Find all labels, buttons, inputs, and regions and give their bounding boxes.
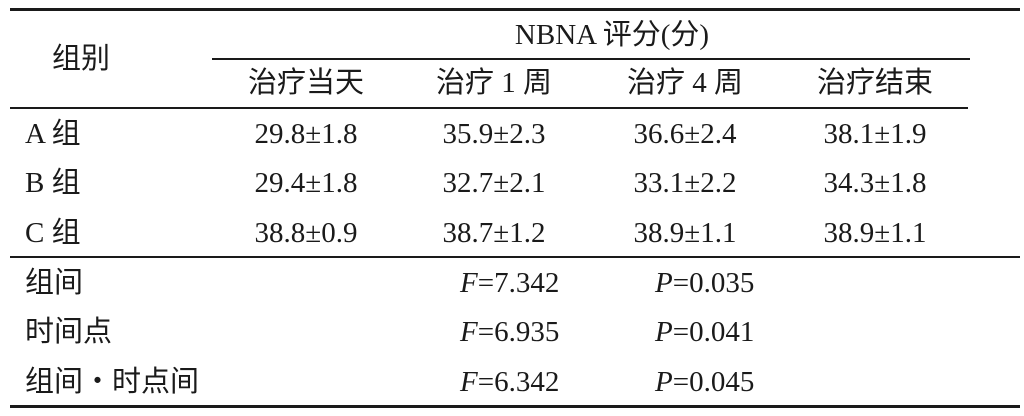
time-header-week1: 治疗 1 周	[435, 67, 553, 99]
cell-b-day0: 29.4±1.8	[254, 167, 358, 199]
cell-c-end: 38.9±1.1	[823, 217, 927, 249]
stat-f-interaction: F=6.342	[460, 366, 560, 398]
cell-b-week4: 33.1±2.2	[633, 167, 737, 199]
stat-label-interaction: 组间・时点间	[25, 366, 200, 398]
stat-f-time-point: F=6.935	[460, 316, 560, 348]
row-label-c: C 组	[25, 217, 81, 249]
stat-p-time-point: P=0.041	[655, 316, 755, 348]
cell-a-day0: 29.8±1.8	[254, 118, 358, 150]
header-sub-rule	[212, 58, 970, 60]
cell-a-week1: 35.9±2.3	[442, 118, 546, 150]
cell-b-week1: 32.7±2.1	[442, 167, 546, 199]
cell-c-week1: 38.7±1.2	[442, 217, 546, 249]
top-rule	[10, 8, 1020, 11]
cell-c-day0: 38.8±0.9	[254, 217, 358, 249]
stat-p-between-groups: P=0.035	[655, 267, 755, 299]
group-header: 组别	[52, 43, 111, 75]
stat-p-interaction: P=0.045	[655, 366, 755, 398]
stat-f-between-groups: F=7.342	[460, 267, 560, 299]
cell-c-week4: 38.9±1.1	[633, 217, 737, 249]
time-header-day0: 治疗当天	[247, 67, 365, 99]
time-header-end: 治疗结束	[816, 67, 934, 99]
stat-label-between-groups: 组间	[25, 267, 84, 299]
span-header: NBNA 评分(分)	[514, 19, 710, 51]
cell-a-week4: 36.6±2.4	[633, 118, 737, 150]
bottom-rule	[10, 405, 1020, 408]
row-label-b: B 组	[25, 167, 81, 199]
header-bottom-rule	[10, 107, 968, 109]
row-label-a: A 组	[25, 118, 81, 150]
cell-a-end: 38.1±1.9	[823, 118, 927, 150]
stat-label-time-point: 时间点	[25, 316, 113, 348]
data-bottom-rule	[10, 256, 1020, 258]
cell-b-end: 34.3±1.8	[823, 167, 927, 199]
time-header-week4: 治疗 4 周	[626, 67, 744, 99]
